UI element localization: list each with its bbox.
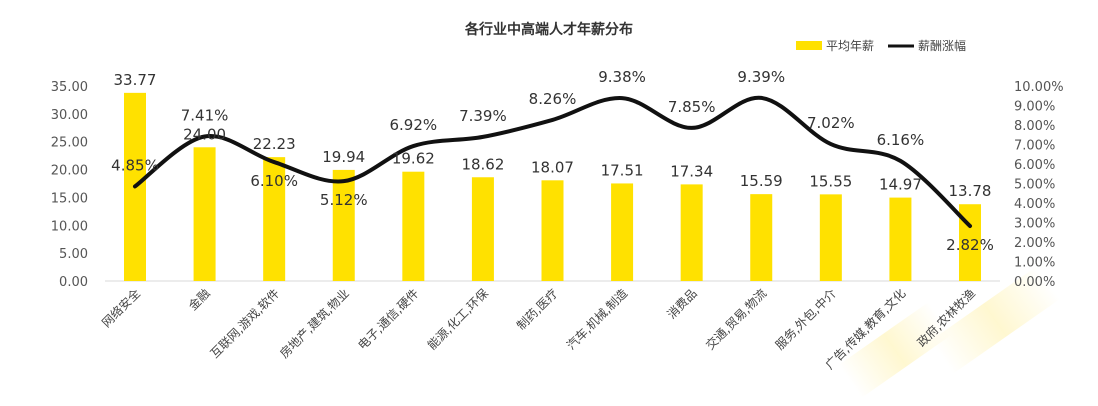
bar xyxy=(332,169,355,281)
left-tick-label: 25.00 xyxy=(51,136,88,151)
bar-value-label: 14.97 xyxy=(879,176,922,194)
bar xyxy=(611,183,634,281)
bar-value-label: 18.62 xyxy=(461,155,504,173)
watermark-decoration xyxy=(838,266,1060,398)
legend-swatch-bar xyxy=(796,41,822,50)
bar-value-label: 15.55 xyxy=(809,172,852,190)
right-tick-label: 2.00% xyxy=(1014,236,1055,251)
category-label: 交通,贸易,物流 xyxy=(702,286,769,353)
right-tick-label: 1.00% xyxy=(1014,256,1055,271)
line-value-label: 9.38% xyxy=(598,68,646,86)
right-tick-label: 8.00% xyxy=(1014,119,1055,134)
line-value-label: 2.82% xyxy=(946,236,994,254)
line-labels: 4.85% 7.41% 6.10% 5.12% 6.92% 7.39% 8.26% 9.38%… xyxy=(111,68,994,254)
bar-value-label: 19.62 xyxy=(392,150,435,168)
line-value-label: 7.39% xyxy=(459,107,507,125)
bar xyxy=(471,177,494,281)
right-axis: 0.00% 1.00% 2.00% 3.00% 4.00% 5.00% 6.00% 7.00%… xyxy=(1014,80,1064,290)
left-axis: 0.00 5.00 10.00 15.00 20.00 25.00 30.00 35.00 xyxy=(51,80,88,290)
category-label: 互联网,游戏,软件 xyxy=(208,286,283,361)
legend-label-bar: 平均年薪 xyxy=(826,39,874,53)
chart-title: 各行业中高端人才年薪分布 xyxy=(464,21,633,38)
right-tick-label: 6.00% xyxy=(1014,158,1055,173)
category-label: 房地产,建筑,物业 xyxy=(276,286,351,361)
category-label: 制药,医疗 xyxy=(514,286,561,333)
right-tick-label: 10.00% xyxy=(1014,80,1064,95)
left-tick-label: 15.00 xyxy=(51,191,88,206)
bar xyxy=(959,204,981,281)
category-label: 网络安全 xyxy=(99,286,144,331)
category-label: 汽车,机械,制造 xyxy=(563,286,630,353)
line-value-label: 7.02% xyxy=(807,114,855,132)
left-tick-label: 5.00 xyxy=(59,247,88,262)
category-label: 电子,通信,硬件 xyxy=(355,286,421,352)
bar-value-label: 19.94 xyxy=(322,148,365,166)
line-value-label: 6.92% xyxy=(390,116,438,134)
bar-value-label: 18.07 xyxy=(531,158,574,176)
right-tick-label: 4.00% xyxy=(1014,197,1055,212)
left-tick-label: 0.00 xyxy=(59,275,88,290)
right-tick-label: 9.00% xyxy=(1014,100,1055,115)
right-tick-label: 0.00% xyxy=(1014,275,1055,290)
bar-value-label: 15.59 xyxy=(740,172,783,190)
category-label: 服务,外包,中介 xyxy=(772,286,839,353)
category-label: 消费品 xyxy=(664,286,699,321)
bar xyxy=(193,147,216,281)
bar-value-label: 13.78 xyxy=(949,182,992,200)
bar-value-label: 17.51 xyxy=(601,161,644,179)
bar xyxy=(263,157,286,281)
line-value-label: 6.10% xyxy=(250,172,298,190)
left-tick-label: 20.00 xyxy=(51,164,88,179)
right-tick-label: 5.00% xyxy=(1014,178,1055,193)
line-value-label: 7.41% xyxy=(181,107,229,125)
bar-value-label: 24.00 xyxy=(183,125,226,143)
line-value-label: 4.85% xyxy=(111,156,159,174)
bar-series xyxy=(124,92,981,281)
category-label: 金融 xyxy=(185,286,213,314)
legend-label-line: 薪酬涨幅 xyxy=(918,38,966,53)
bar xyxy=(750,194,773,281)
line-value-label: 7.85% xyxy=(668,98,716,116)
bar-value-label: 22.23 xyxy=(253,135,296,153)
line-value-label: 6.16% xyxy=(877,131,925,149)
bar xyxy=(541,180,564,281)
line-value-label: 5.12% xyxy=(320,191,368,209)
line-value-label: 9.39% xyxy=(737,68,785,86)
right-tick-label: 3.00% xyxy=(1014,217,1055,232)
bar-value-label: 17.34 xyxy=(670,162,713,180)
line-value-label: 8.26% xyxy=(529,90,577,108)
right-tick-label: 7.00% xyxy=(1014,139,1055,154)
growth-line xyxy=(133,95,972,229)
bar xyxy=(680,184,703,281)
left-tick-label: 35.00 xyxy=(51,80,88,95)
bar xyxy=(402,171,425,281)
bar xyxy=(889,197,912,281)
category-label: 能源,化工,环保 xyxy=(425,286,491,352)
bar xyxy=(819,194,842,281)
left-tick-label: 10.00 xyxy=(51,219,88,234)
bar-labels: 33.77 24.00 22.23 19.94 19.62 18.62 18.07 17.51… xyxy=(114,71,992,200)
bar-value-label: 33.77 xyxy=(114,71,157,89)
left-tick-label: 30.00 xyxy=(51,108,88,123)
legend: 平均年薪 薪酬涨幅 xyxy=(796,38,966,53)
line-series xyxy=(133,95,972,229)
